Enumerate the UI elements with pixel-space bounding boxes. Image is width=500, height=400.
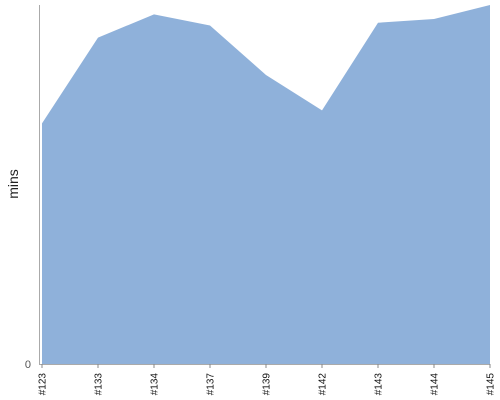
x-tick-label: #123 [38,373,49,396]
data-point [376,21,380,25]
data-point [96,36,100,40]
x-tick-label: #139 [262,373,273,396]
y-tick-label: 0 [25,359,31,371]
data-point [40,121,44,125]
data-point [320,108,324,112]
x-tick-label: #133 [94,373,105,396]
x-tick-label: #145 [486,373,497,396]
x-tick-label: #143 [374,373,385,396]
data-point [488,3,492,7]
x-tick-label: #144 [430,373,441,396]
data-point [208,24,212,28]
series-area [42,5,490,364]
x-tick-label: #142 [318,373,329,396]
x-tick-label: #137 [206,373,217,396]
x-axis-ticks: #123 #133 #134 #137 #139 #142 #143 #144 #145 [38,364,497,395]
data-point [152,12,156,16]
data-point [264,73,268,77]
x-tick-label: #134 [150,373,161,396]
plot-area [40,3,492,364]
data-point [432,17,436,21]
y-axis-title: mins [5,169,21,199]
